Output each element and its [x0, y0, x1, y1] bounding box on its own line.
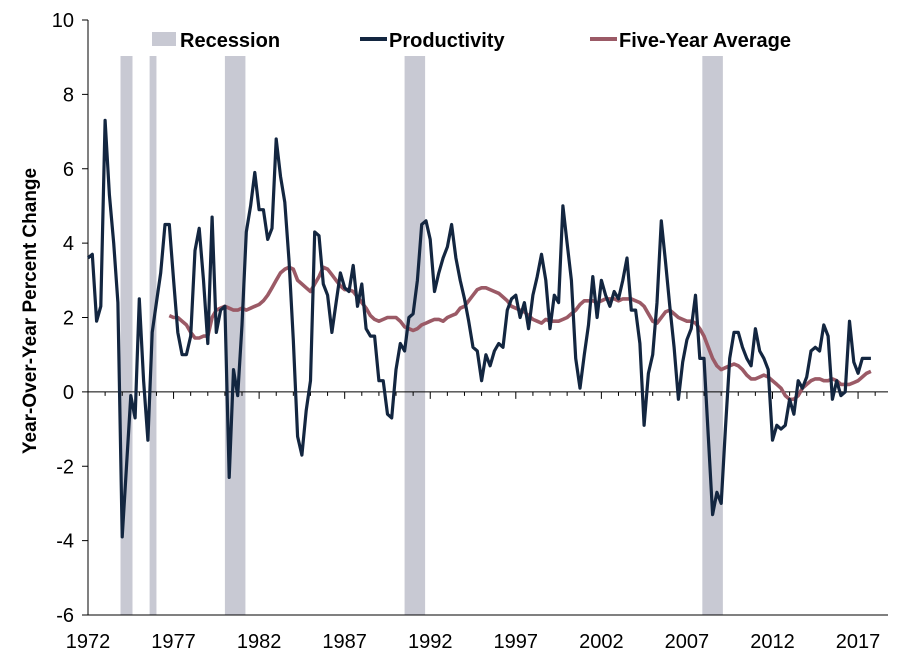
series-line-five-year-average — [168, 265, 872, 402]
y-tick-label: 2 — [63, 308, 74, 330]
y-tick-label: 6 — [63, 159, 74, 181]
legend-label-five-year-average: Five-Year Average — [619, 30, 791, 52]
x-tick-label: 2012 — [750, 631, 795, 653]
x-tick-label: 1977 — [151, 631, 196, 653]
x-tick-label: 1972 — [66, 631, 111, 653]
data-lines — [86, 118, 872, 539]
legend-label-recession: Recession — [180, 30, 280, 52]
y-tick-label: 8 — [63, 84, 74, 106]
recession-bands — [120, 56, 723, 615]
legend-swatch-recession — [152, 32, 176, 46]
y-axis-title: Year-Over-Year Percent Change — [20, 168, 41, 454]
y-tick-label: -4 — [56, 531, 74, 553]
x-tick-label: 2002 — [579, 631, 624, 653]
x-tick-label: 1992 — [408, 631, 453, 653]
y-tick-label: 0 — [63, 382, 74, 404]
y-tick-label: 4 — [63, 233, 74, 255]
x-tick-label: 2007 — [665, 631, 710, 653]
recession-band — [120, 56, 133, 615]
x-tick-label: 2017 — [836, 631, 881, 653]
x-tick-label: 1997 — [494, 631, 539, 653]
legend-label-productivity: Productivity — [389, 30, 505, 52]
series-line-productivity — [86, 118, 871, 539]
x-tick-label: 1982 — [237, 631, 282, 653]
y-tick-label: -2 — [56, 456, 74, 478]
x-tick-label: 1987 — [322, 631, 367, 653]
chart-legend: Recession Productivity Five-Year Average — [152, 30, 791, 52]
y-tick-label: 10 — [52, 10, 74, 32]
chart-axes: -6 -4 -2 0 2 4 6 8 10 1972 1977 1982 1987 1992 1997 200… — [52, 10, 888, 653]
y-tick-label: -6 — [56, 605, 74, 627]
recession-band — [404, 56, 426, 615]
recession-band — [702, 56, 723, 615]
